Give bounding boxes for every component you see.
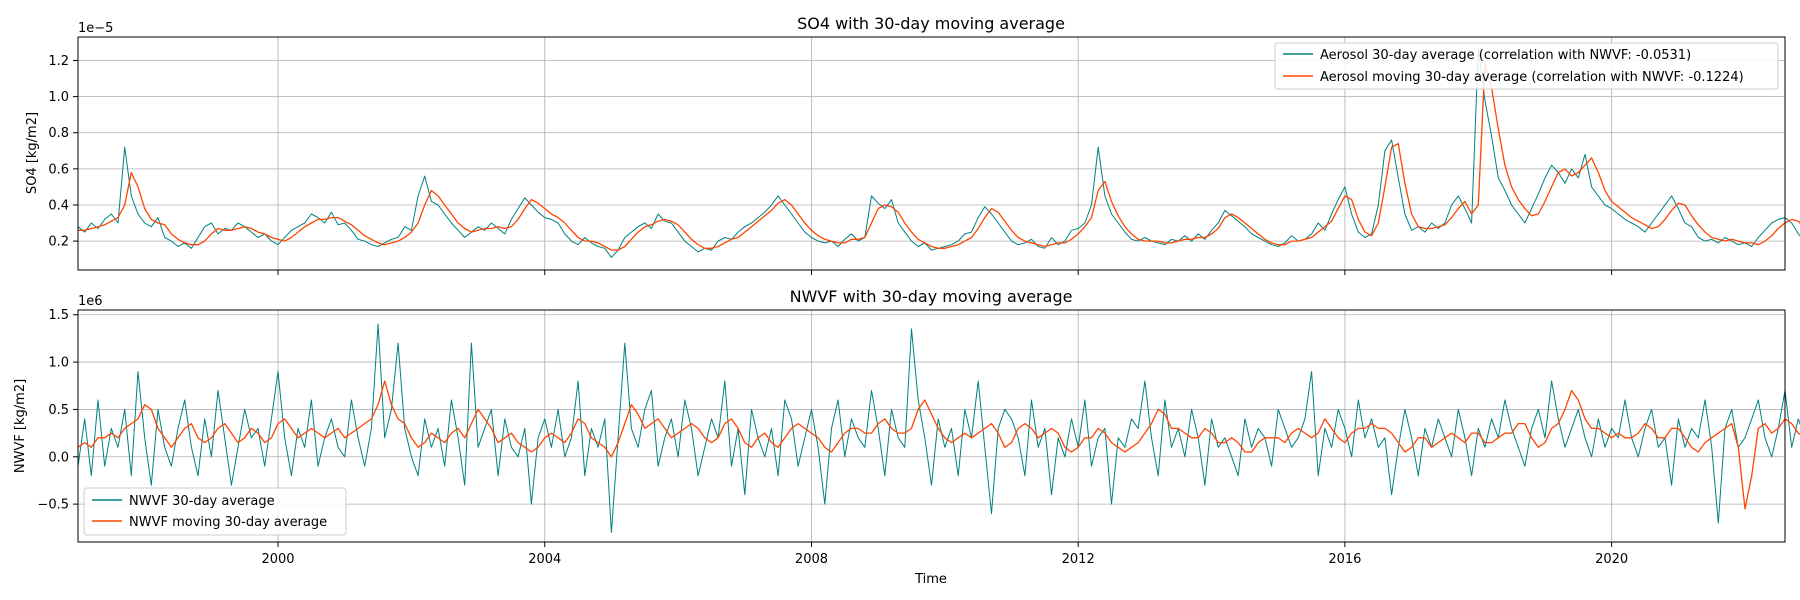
nwvf-grid (78, 310, 1785, 542)
so4-y-tick-label: 0.4 (48, 198, 69, 213)
so4-y-tick-label: 1.2 (48, 54, 69, 69)
nwvf-y-axis-label: NWVF [kg/m2] (13, 379, 28, 473)
so4-series (77, 47, 1800, 258)
nwvf-x-tick-label: 2008 (795, 552, 828, 567)
nwvf-chart-title: NWVF with 30-day moving average (790, 287, 1073, 306)
so4-x-axis (277, 270, 1613, 275)
nwvf-panel: NWVF with 30-day moving average 1e6 −0.5… (13, 287, 1800, 587)
so4-legend-label-2: Aerosol moving 30-day average (correlati… (1320, 70, 1744, 85)
nwvf-legend: NWVF 30-day average NWVF moving 30-day a… (83, 487, 347, 536)
so4-legend: Aerosol 30-day average (correlation with… (1274, 42, 1779, 90)
nwvf-y-tick-label: 0.5 (48, 403, 69, 418)
so4-y-tick-label: 0.2 (48, 235, 69, 250)
nwvf-x-tick-label: 2020 (1595, 552, 1628, 567)
so4-y-tick-label: 1.0 (48, 90, 69, 105)
so4-y-axis-label: SO4 [kg/m2] (25, 112, 40, 194)
so4-series-line-2 (78, 63, 1800, 251)
so4-y-axis: 0.2 0.4 0.6 0.8 1.0 1.2 (48, 54, 78, 250)
nwvf-x-axis-label: Time (914, 572, 947, 587)
nwvf-x-tick-label: 2016 (1328, 552, 1361, 567)
so4-y-tick-label: 0.8 (48, 126, 69, 141)
so4-panel: SO4 with 30-day moving average 1e−5 0.20… (25, 14, 1800, 275)
nwvf-y-tick-label: 1.0 (48, 356, 69, 371)
nwvf-series (77, 323, 1800, 533)
nwvf-y-tick-label: 0.0 (48, 450, 69, 465)
nwvf-axes-frame (77, 309, 1786, 543)
so4-axes-frame (77, 36, 1786, 271)
nwvf-y-tick-label: 1.5 (48, 308, 69, 323)
so4-legend-label-1: Aerosol 30-day average (correlation with… (1320, 48, 1691, 63)
nwvf-y-axis: −0.5 0.0 0.5 1.0 1.5 (37, 308, 78, 513)
so4-chart-title: SO4 with 30-day moving average (797, 14, 1065, 33)
so4-offset-text: 1e−5 (78, 21, 113, 36)
nwvf-x-tick-label: 2012 (1062, 552, 1095, 567)
so4-series-line-1 (77, 47, 1800, 258)
nwvf-series-line-2 (77, 380, 1800, 510)
nwvf-legend-label-2: NWVF moving 30-day average (129, 515, 327, 530)
nwvf-legend-label-1: NWVF 30-day average (129, 494, 275, 509)
nwvf-offset-text: 1e6 (78, 294, 103, 309)
nwvf-x-tick-label: 2004 (528, 552, 561, 567)
so4-y-tick-label: 0.6 (48, 162, 69, 177)
nwvf-x-tick-label: 2000 (261, 552, 294, 567)
nwvf-x-axis: 2000 2004 2008 2012 2016 2020 (261, 542, 1628, 567)
nwvf-y-tick-label: −0.5 (37, 498, 69, 513)
